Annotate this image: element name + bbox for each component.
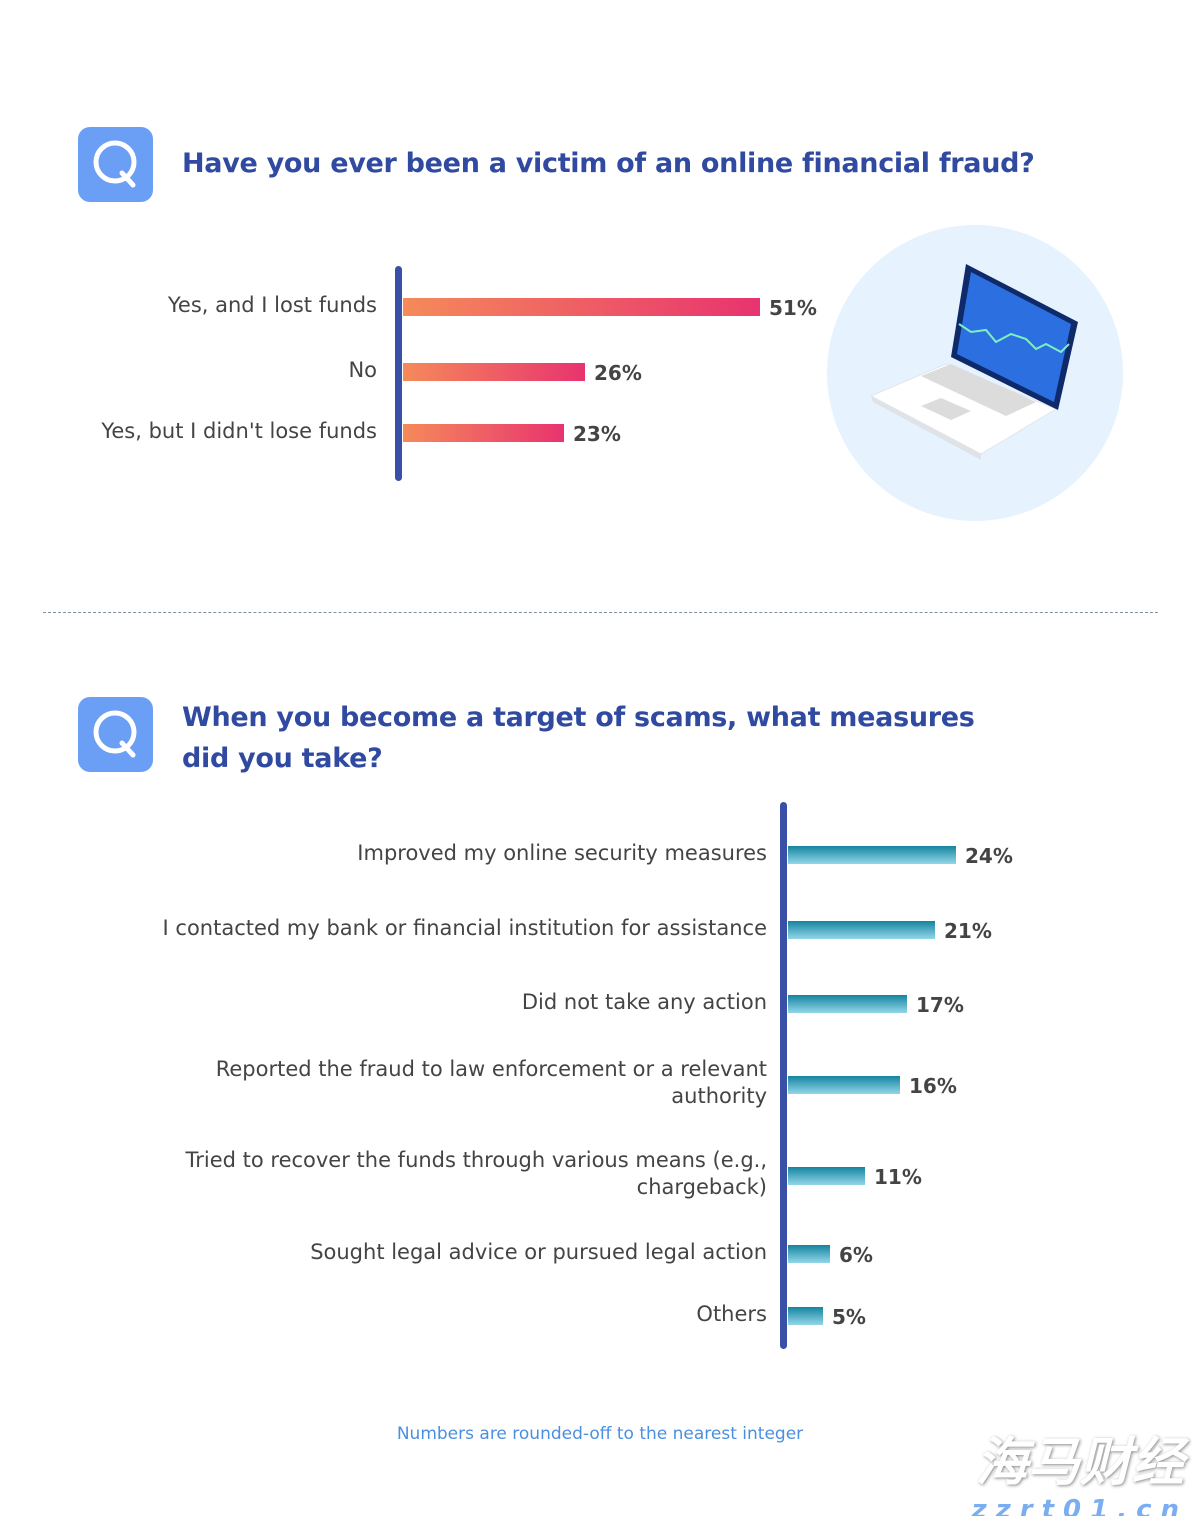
category-label: Yes, and I lost funds [167, 292, 377, 317]
chart2-title: When you become a target of scams, what … [182, 702, 975, 774]
footnote: Numbers are rounded-off to the nearest i… [396, 1424, 804, 1444]
q-icon [78, 697, 153, 772]
category-label: Yes, but I didn't lose funds [101, 418, 377, 443]
watermark-domain: zzrt01.cn [971, 1495, 1188, 1516]
bar [788, 1307, 823, 1325]
bar [788, 1167, 865, 1185]
category-label: Sought legal advice or pursued legal act… [310, 1239, 767, 1264]
value-label: 16% [909, 1074, 957, 1098]
bar [788, 846, 956, 864]
laptop-illustration [827, 225, 1123, 521]
bar [788, 1076, 900, 1094]
chart1-axis [395, 266, 402, 481]
value-label: 17% [916, 993, 964, 1017]
watermark-brand: 海马财经 [975, 1433, 1184, 1493]
category-label: No [348, 357, 377, 382]
bar [788, 921, 935, 939]
value-label: 21% [944, 919, 992, 943]
bar [403, 298, 760, 316]
category-label: Did not take any action [521, 989, 767, 1014]
bar [403, 424, 564, 442]
value-label: 26% [594, 361, 642, 385]
bar [403, 363, 585, 381]
watermark: 海马财经 zzrt01.cn [972, 1420, 1189, 1516]
value-label: 24% [965, 844, 1013, 868]
category-label: Reported the fraud to law enforcement or… [215, 1057, 767, 1108]
value-label: 5% [832, 1305, 866, 1329]
bar [788, 1245, 830, 1263]
category-label: Improved my online security measures [357, 840, 767, 865]
chart1-title: Have you ever been a victim of an online… [182, 148, 1035, 179]
value-label: 11% [874, 1165, 922, 1189]
category-label: I contacted my bank or financial institu… [162, 915, 767, 940]
value-label: 23% [573, 422, 621, 446]
value-label: 51% [769, 296, 817, 320]
bar [788, 995, 907, 1013]
section-divider [43, 612, 1158, 613]
chart2-axis [780, 802, 787, 1349]
category-label: Tried to recover the funds through vario… [185, 1148, 768, 1199]
category-label: Others [696, 1301, 767, 1326]
value-label: 6% [839, 1243, 873, 1267]
q-icon [78, 127, 153, 202]
